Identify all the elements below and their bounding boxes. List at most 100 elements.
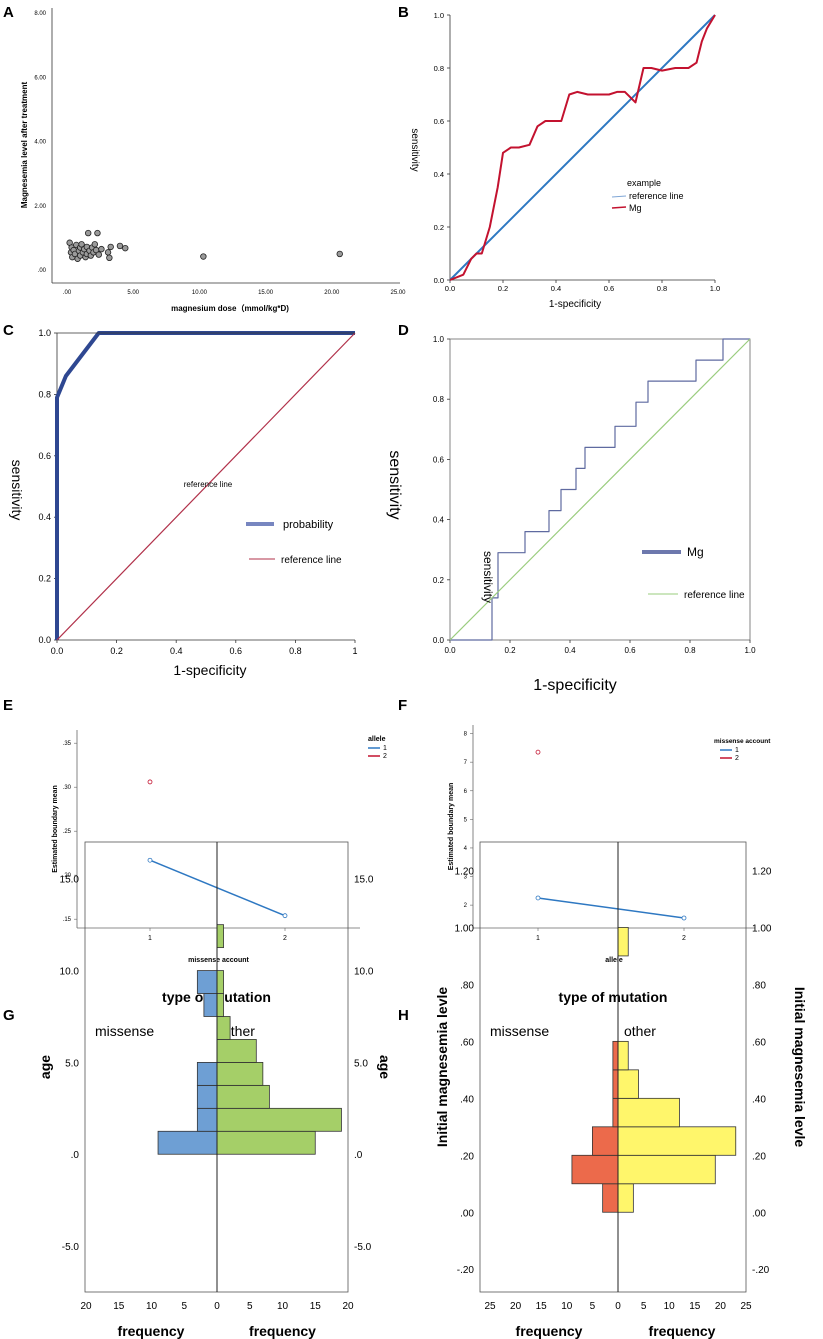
y-tick-label-left: -5.0 <box>62 1242 80 1253</box>
other-bar <box>617 1097 680 1128</box>
y-axis-title: Magnesemia level after treatment <box>20 82 29 209</box>
y-tick-label: 4.00 <box>34 140 46 146</box>
x-tick-label: 2 <box>682 935 686 942</box>
y-tick-label-right: -5.0 <box>354 1242 372 1253</box>
x-tick-label: 5 <box>181 1301 187 1312</box>
panel-letter-g: G <box>3 1007 15 1024</box>
y-tick-label-left: .80 <box>460 980 474 991</box>
y-tick-label: 1.0 <box>434 11 444 20</box>
other-bar <box>216 924 224 949</box>
x-tick-label: 20 <box>342 1301 354 1312</box>
y-tick-label-right: .00 <box>752 1208 766 1219</box>
x-axis-title: 1-specificity <box>533 677 617 694</box>
y-axis-title: sensitivity <box>386 450 403 519</box>
legend-label-probability: probability <box>283 519 334 531</box>
scatter-point <box>200 253 207 260</box>
other-bar <box>216 1084 270 1109</box>
x-tick-label: 0.6 <box>604 284 614 293</box>
panel-letter-e: E <box>3 697 13 714</box>
x-axis-title: allele <box>605 957 623 964</box>
scatter-point <box>104 249 112 256</box>
other-bar <box>617 1183 634 1213</box>
left-group-label: missense <box>490 1023 549 1039</box>
y-tick-label: .30 <box>63 785 72 791</box>
series-point-2 <box>535 749 541 755</box>
legend-title: allele <box>368 736 386 743</box>
scatter-point <box>116 242 124 250</box>
x-tick-label: 15.00 <box>258 290 274 296</box>
other-bar <box>617 1126 737 1156</box>
plot-frame <box>449 338 751 641</box>
x-tick-label: 5 <box>641 1301 647 1312</box>
y-tick-label-left: .00 <box>460 1208 474 1219</box>
y-axis-title: sensitivity <box>9 460 25 521</box>
y-tick-label-right: .0 <box>354 1150 363 1161</box>
right-group-label: other <box>624 1023 656 1039</box>
x-tick-label: 0.2 <box>110 646 123 656</box>
x-tick-label: 15 <box>113 1301 125 1312</box>
y-axis-title: Estimated boundary mean <box>448 783 455 871</box>
y-tick-label: 0.2 <box>38 574 51 584</box>
y-tick-label-right: 15.0 <box>354 875 374 886</box>
x-tick-label: 0.2 <box>504 646 516 655</box>
y-axis-title-right: Initial magnesemia levle <box>792 987 808 1148</box>
panel-a-scatter: .00 5.00 10.00 15.00 20.00 25.00 .00 2.00 4.00 6.… <box>20 8 406 313</box>
legend-title: example <box>627 178 661 188</box>
other-bar <box>617 927 629 957</box>
panel-d-roc: 0.0 0.2 0.4 0.6 0.8 1.0 0.0 0.2 0.4 0.6 0.8 1.0 1-sp… <box>386 335 756 694</box>
x-tick-label: 15 <box>536 1301 548 1312</box>
y-tick-label: 6 <box>464 789 468 795</box>
y-axis-title-left: Initial magnesemia levle <box>434 987 450 1148</box>
missense-bar <box>157 1130 218 1155</box>
y-tick-label: 0.4 <box>38 512 51 522</box>
y-axis-title-right: age <box>377 1055 393 1079</box>
y-tick-label: 0.8 <box>434 64 444 73</box>
scatter-point <box>107 243 114 251</box>
x-tick-label: 20.00 <box>324 290 340 296</box>
missense-bar <box>196 1084 218 1109</box>
panel-letter-c: C <box>3 322 14 339</box>
y-tick-label-left: 1.20 <box>455 866 475 877</box>
panel-c-roc: 0.0 0.2 0.4 0.6 0.8 1 0.0 0.2 0.4 0.6 0.8 1.0 1-spec… <box>9 328 358 678</box>
series-point-1 <box>535 895 541 901</box>
panel-letter-d: D <box>398 322 409 339</box>
x-tick-label: 10 <box>664 1301 676 1312</box>
x-axis-title-left: frequency <box>516 1323 583 1339</box>
x-tick-label: 5 <box>590 1301 596 1312</box>
y-tick-label: 7 <box>464 760 468 766</box>
annotation-text: reference line <box>184 480 233 489</box>
y-tick-label-right: .60 <box>752 1037 766 1048</box>
y-tick-label-left: .40 <box>460 1094 474 1105</box>
y-tick-label: 6.00 <box>34 75 46 81</box>
y-tick-label: 3 <box>464 875 468 881</box>
x-tick-label: 0.8 <box>684 646 696 655</box>
x-tick-label: 20 <box>715 1301 727 1312</box>
x-tick-label: 5.00 <box>127 290 139 296</box>
scatter-point <box>94 229 101 237</box>
y-tick-label: .15 <box>63 917 72 923</box>
y-tick-label: 4 <box>464 846 468 852</box>
y-tick-label: .00 <box>38 268 47 274</box>
x-tick-label: 1.0 <box>744 646 756 655</box>
x-tick-label: 0.6 <box>230 646 243 656</box>
x-axis-title-right: frequency <box>249 1323 316 1339</box>
x-tick-label: 0.6 <box>624 646 636 655</box>
other-bar <box>216 1130 316 1155</box>
x-tick-label: 10 <box>561 1301 573 1312</box>
scatter-point <box>84 229 92 237</box>
legend-title: missense account <box>714 738 771 745</box>
legend-label-mg: Mg <box>629 203 642 213</box>
y-tick-label: 0.0 <box>38 635 51 645</box>
scatter-point <box>122 244 129 252</box>
panel-letter-f: F <box>398 697 407 714</box>
y-tick-label: .35 <box>63 741 72 747</box>
y-tick-label-left: 5.0 <box>65 1058 79 1069</box>
panel-b-roc: 0.0 0.2 0.4 0.6 0.8 1.0 0.0 0.2 0.4 0.6 0.8 1.0 1-sp… <box>409 11 720 310</box>
other-bar <box>216 993 224 1017</box>
x-tick-label: 20 <box>80 1301 92 1312</box>
x-tick-label: 0.8 <box>657 284 667 293</box>
x-axis-title-right: frequency <box>649 1323 716 1339</box>
scatter-point <box>106 254 113 262</box>
